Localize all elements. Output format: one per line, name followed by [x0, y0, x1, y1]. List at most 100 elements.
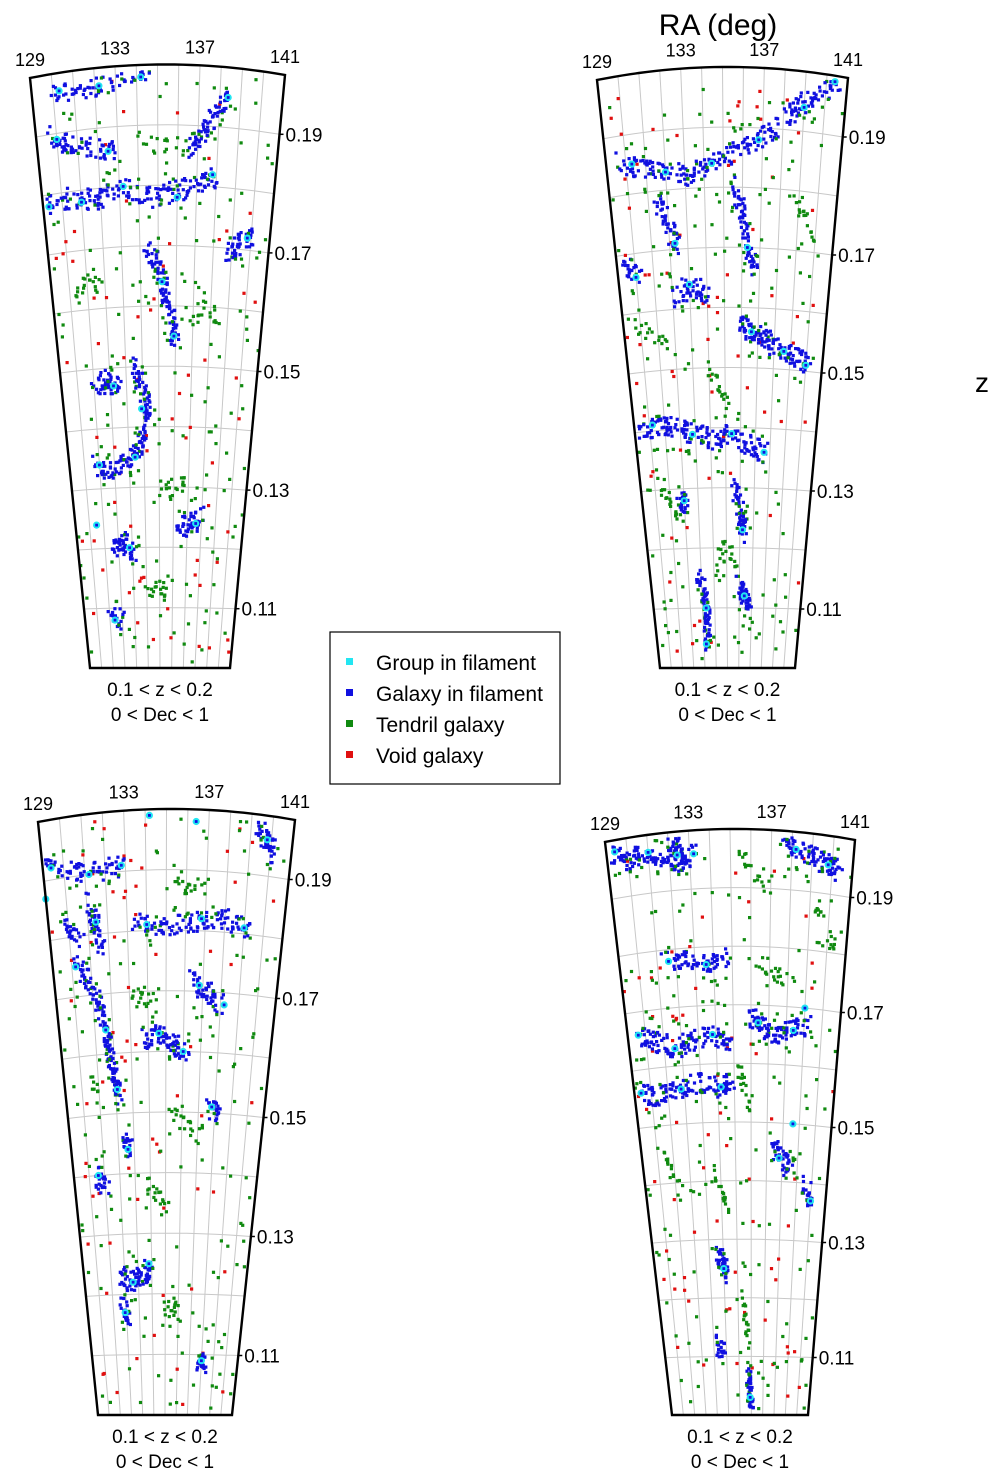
- tendril-galaxy: [89, 1075, 93, 1079]
- void-galaxy: [120, 1055, 124, 1059]
- filament-galaxy: [66, 98, 71, 102]
- tendril-galaxy: [174, 1113, 178, 1117]
- tendril-galaxy: [202, 829, 206, 833]
- filament-galaxy: [137, 1278, 141, 1282]
- filament-galaxy: [737, 446, 741, 450]
- filament-galaxy: [82, 88, 86, 92]
- filament-galaxy: [102, 378, 106, 382]
- tendril-galaxy: [86, 1270, 91, 1275]
- filament-galaxy: [689, 1034, 693, 1038]
- tendril-galaxy: [153, 1191, 157, 1195]
- filament-galaxy: [751, 1026, 755, 1030]
- filament-galaxy: [258, 832, 262, 836]
- void-galaxy: [777, 1257, 781, 1261]
- filament-galaxy: [112, 1076, 116, 1080]
- filament-galaxy: [813, 863, 817, 867]
- filament-galaxy: [769, 333, 773, 337]
- tendril-galaxy: [672, 851, 676, 855]
- filament-galaxy: [98, 929, 102, 933]
- filament-galaxy: [809, 1181, 813, 1185]
- tendril-galaxy: [668, 502, 672, 506]
- filament-galaxy: [233, 248, 237, 253]
- filament-galaxy: [143, 390, 147, 394]
- filament-galaxy: [811, 96, 815, 101]
- tendril-galaxy: [716, 1072, 720, 1076]
- filament-galaxy: [58, 142, 62, 146]
- tendril-galaxy: [727, 191, 731, 195]
- tendril-galaxy: [735, 564, 739, 568]
- void-galaxy: [623, 253, 627, 257]
- ra-tick-label: 137: [749, 40, 779, 60]
- filament-galaxy: [654, 862, 658, 866]
- filament-galaxy: [796, 101, 800, 105]
- tendril-galaxy: [723, 414, 727, 418]
- filament-galaxy: [651, 169, 655, 173]
- tendril-galaxy: [168, 1324, 172, 1328]
- filament-galaxy: [811, 853, 815, 857]
- filament-galaxy: [692, 1081, 697, 1085]
- filament-galaxy: [790, 853, 794, 857]
- filament-galaxy: [75, 206, 79, 210]
- filament-galaxy: [84, 96, 88, 100]
- tendril-galaxy: [228, 198, 232, 202]
- tendril-galaxy: [698, 1143, 702, 1148]
- filament-galaxy: [702, 1041, 706, 1046]
- filament-galaxy: [675, 247, 679, 251]
- filament-galaxy: [219, 922, 224, 926]
- filament-galaxy: [143, 399, 147, 403]
- tendril-galaxy: [743, 425, 747, 429]
- filament-galaxy: [813, 846, 817, 850]
- filament-galaxy: [169, 342, 173, 346]
- tendril-galaxy: [657, 194, 661, 198]
- filament-galaxy: [118, 1270, 122, 1274]
- tendril-galaxy: [743, 510, 747, 514]
- tendril-galaxy: [87, 956, 91, 960]
- filament-galaxy: [146, 1037, 150, 1041]
- tendril-galaxy: [826, 97, 830, 101]
- filament-galaxy: [128, 1153, 132, 1158]
- tendril-galaxy: [98, 1058, 102, 1062]
- filament-galaxy: [665, 427, 669, 431]
- filament-galaxy: [143, 1258, 147, 1263]
- filament-galaxy: [704, 169, 708, 173]
- tendril-galaxy: [148, 939, 152, 943]
- grid-ra-line: [646, 834, 696, 1416]
- tendril-galaxy: [132, 989, 136, 993]
- filament-galaxy: [695, 962, 699, 967]
- filament-galaxy: [731, 1080, 735, 1084]
- tendril-galaxy: [198, 962, 202, 966]
- group-core: [119, 863, 123, 867]
- filament-galaxy: [118, 607, 122, 611]
- void-galaxy: [151, 637, 155, 642]
- filament-galaxy: [650, 435, 654, 440]
- tendril-galaxy: [75, 295, 79, 299]
- filament-galaxy: [195, 1368, 199, 1372]
- void-galaxy: [127, 591, 131, 595]
- filament-galaxy: [724, 1037, 728, 1041]
- tendril-galaxy: [757, 1407, 761, 1411]
- tendril-galaxy: [759, 1359, 763, 1363]
- tendril-galaxy: [727, 1072, 731, 1076]
- filament-galaxy: [202, 922, 206, 926]
- filament-galaxy: [766, 441, 770, 445]
- tendril-galaxy: [704, 1358, 708, 1362]
- tendril-galaxy: [712, 1168, 717, 1172]
- filament-galaxy: [699, 1072, 703, 1076]
- filament-galaxy: [678, 1083, 683, 1087]
- filament-galaxy: [707, 441, 711, 445]
- filament-galaxy: [675, 173, 679, 177]
- filament-galaxy: [195, 910, 199, 914]
- tendril-galaxy: [64, 910, 68, 914]
- tendril-galaxy: [828, 1028, 832, 1032]
- filament-galaxy: [102, 1010, 106, 1014]
- tendril-galaxy: [131, 645, 135, 649]
- filament-galaxy: [744, 222, 748, 226]
- tendril-galaxy: [724, 976, 728, 980]
- tendril-galaxy: [132, 961, 136, 966]
- filament-galaxy: [717, 1031, 721, 1035]
- filament-galaxy: [173, 1048, 177, 1052]
- tendril-galaxy: [184, 139, 188, 143]
- tendril-galaxy: [80, 140, 84, 144]
- tendril-galaxy: [165, 887, 169, 891]
- filament-galaxy: [143, 916, 147, 921]
